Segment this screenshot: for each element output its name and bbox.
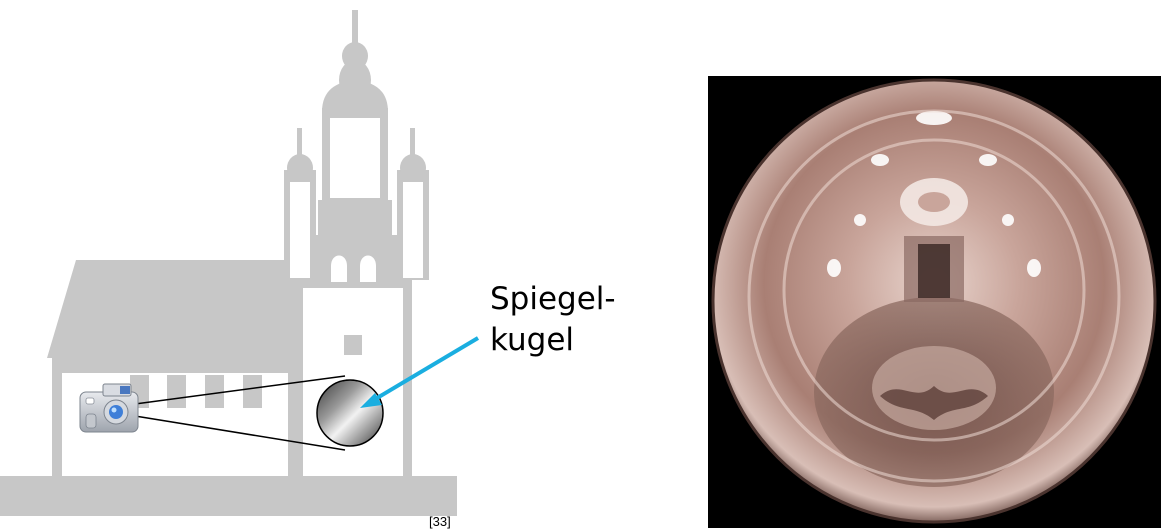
mirror-ball: [316, 379, 384, 447]
church-windows: [62, 118, 423, 476]
mirror-ball-label-line1: Spiegel-: [490, 281, 616, 317]
light-probe-photo: [708, 76, 1161, 528]
mirror-ball-label-line2: kugel: [490, 322, 575, 358]
ground: [0, 476, 457, 516]
camera-view-lines: [134, 375, 346, 451]
tower-upper: [318, 200, 392, 235]
citation-reference: [33]: [429, 514, 451, 529]
camera-icon: [79, 383, 139, 433]
probe-highlights: [827, 111, 1041, 277]
nave-roof: [47, 260, 298, 358]
tower-spire: [352, 10, 358, 58]
pointer-arrow: [360, 336, 480, 408]
